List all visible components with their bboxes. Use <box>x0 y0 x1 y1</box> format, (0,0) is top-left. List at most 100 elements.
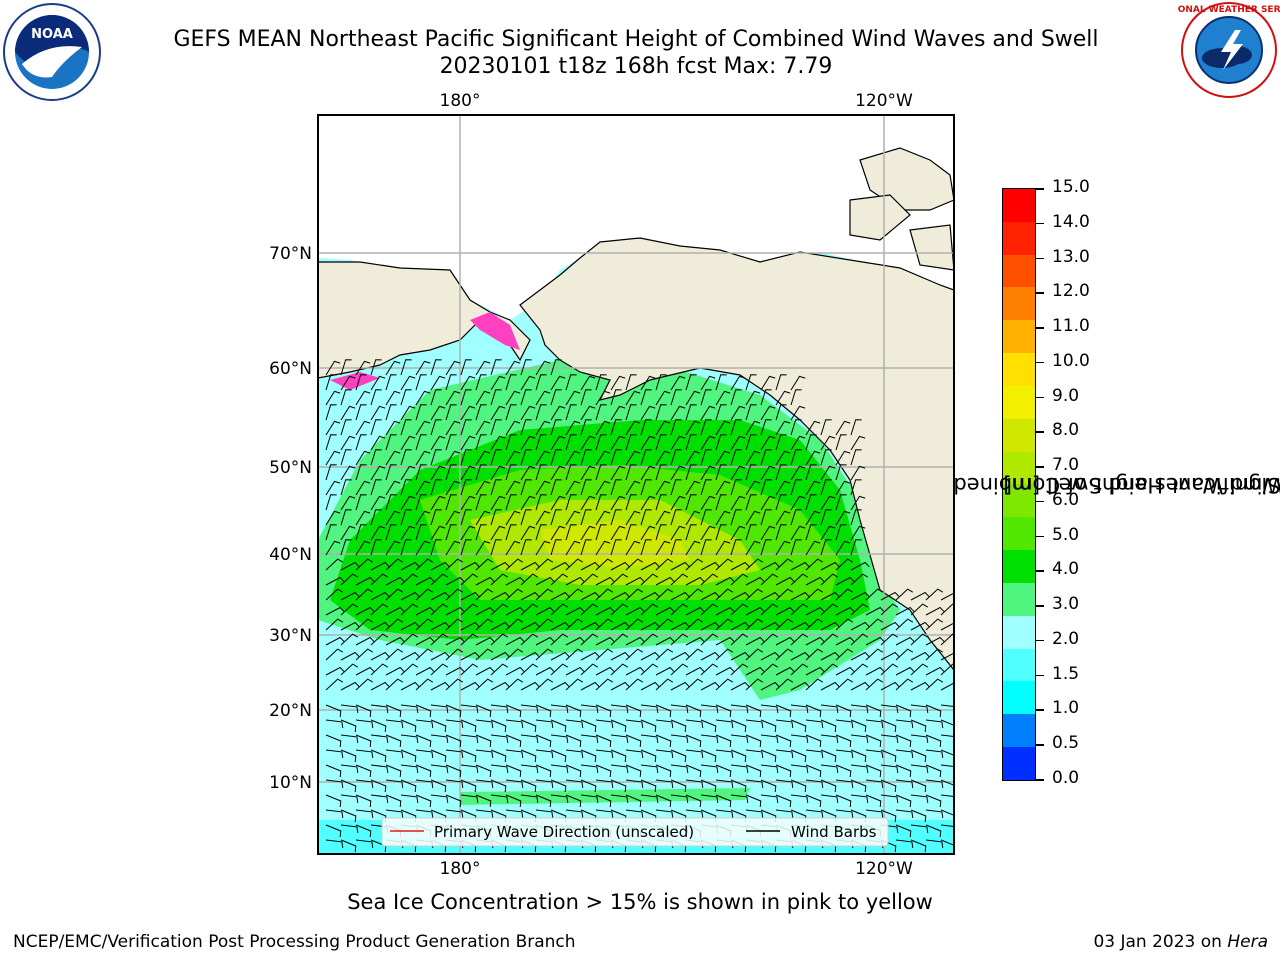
wind-barb <box>820 603 839 616</box>
wind-barb <box>445 809 464 818</box>
wind-barb <box>910 681 930 691</box>
wind-barb <box>490 375 506 391</box>
wind-barb <box>325 558 344 571</box>
bottom-lon-label: 120°W <box>855 859 913 879</box>
wind-barb <box>505 510 521 526</box>
wind-barb <box>895 809 914 818</box>
wind-barb <box>460 525 476 541</box>
wind-barb <box>535 510 551 526</box>
wind-barb <box>415 764 432 778</box>
wind-barb <box>520 779 537 793</box>
wind-barb <box>640 764 659 773</box>
wind-barb <box>700 419 712 436</box>
wind-barb <box>460 651 480 661</box>
wind-barb <box>730 509 742 526</box>
wind-barb <box>685 510 701 526</box>
wind-barb <box>910 734 929 743</box>
wind-barb <box>850 539 862 556</box>
wind-barb <box>790 603 809 616</box>
wind-barb <box>895 588 914 601</box>
wind-barb <box>745 618 764 631</box>
wind-barb <box>415 390 431 406</box>
colorbar-tick-label: 3.0 <box>1052 594 1080 615</box>
wind-barb <box>475 749 494 758</box>
wind-barb <box>505 809 524 818</box>
wind-barb <box>475 678 494 691</box>
wind-barb <box>670 764 689 773</box>
wind-barb <box>595 764 612 778</box>
wind-barb <box>325 588 344 601</box>
wind-barb <box>640 651 660 661</box>
wind-barb <box>925 606 945 616</box>
wind-barb <box>760 603 779 616</box>
wind-barb <box>430 419 442 436</box>
wind-barb <box>745 648 764 661</box>
wind-barb <box>355 404 367 421</box>
wind-barb <box>475 524 487 541</box>
wind-barb <box>430 749 447 763</box>
wind-barb <box>505 390 521 406</box>
wind-barb <box>415 794 432 808</box>
wind-barb <box>715 434 727 451</box>
wind-barb <box>400 591 420 601</box>
wind-barb <box>775 764 792 778</box>
wind-barb <box>535 374 547 391</box>
wind-barb <box>595 606 615 616</box>
wind-barb <box>400 764 419 773</box>
wind-barb <box>655 794 672 808</box>
wind-barb <box>505 794 522 808</box>
wind-barb <box>925 839 944 848</box>
wind-barb <box>760 405 776 421</box>
wind-barb <box>745 719 764 728</box>
wind-barb <box>355 779 374 788</box>
colorbar-segment <box>1003 714 1035 748</box>
wind-barb <box>385 618 404 631</box>
wind-barb <box>415 510 431 526</box>
wind-barb <box>685 524 697 541</box>
wind-barb <box>850 633 869 646</box>
wind-barb <box>775 558 794 571</box>
wind-barb <box>475 404 487 421</box>
wind-barb <box>370 764 389 773</box>
wind-barb <box>670 561 690 571</box>
wind-barb <box>880 734 899 743</box>
wind-barb <box>445 734 462 748</box>
wind-barb <box>340 651 360 661</box>
wind-barb <box>325 809 344 818</box>
wind-barb <box>640 465 656 481</box>
footer-date-text: 03 Jan 2023 on <box>1093 932 1228 952</box>
wind-barb <box>520 509 532 526</box>
wind-barb <box>340 509 352 526</box>
wind-barb <box>580 794 599 803</box>
wind-barb <box>475 666 495 676</box>
wind-barb <box>400 779 417 793</box>
wind-barb <box>385 576 405 586</box>
wind-barb <box>820 573 839 586</box>
wind-barb <box>415 606 435 616</box>
wind-barb <box>715 666 735 676</box>
wind-barb <box>430 779 447 793</box>
wind-barb <box>820 479 832 496</box>
wind-barb <box>385 648 404 661</box>
wind-barb <box>700 603 719 616</box>
wind-barb <box>910 704 929 713</box>
wind-barb <box>910 621 930 631</box>
wind-barb <box>580 419 592 436</box>
colorbar-segment <box>1003 320 1035 354</box>
wind-barb <box>505 678 524 691</box>
wind-barb <box>625 666 645 676</box>
wind-barb <box>505 618 524 631</box>
wind-barb <box>805 434 817 451</box>
wind-barb <box>655 809 674 818</box>
wind-barb <box>610 479 622 496</box>
lat-label: 40°N <box>269 545 312 565</box>
wind-barb <box>850 764 869 773</box>
wind-barb <box>790 749 807 763</box>
wind-barb <box>940 592 954 601</box>
wind-barb <box>460 375 476 391</box>
wind-barb <box>340 794 359 803</box>
wind-barb <box>400 375 416 391</box>
wind-barb <box>655 678 674 691</box>
wind-barb <box>745 390 761 406</box>
wind-barb <box>535 420 551 436</box>
